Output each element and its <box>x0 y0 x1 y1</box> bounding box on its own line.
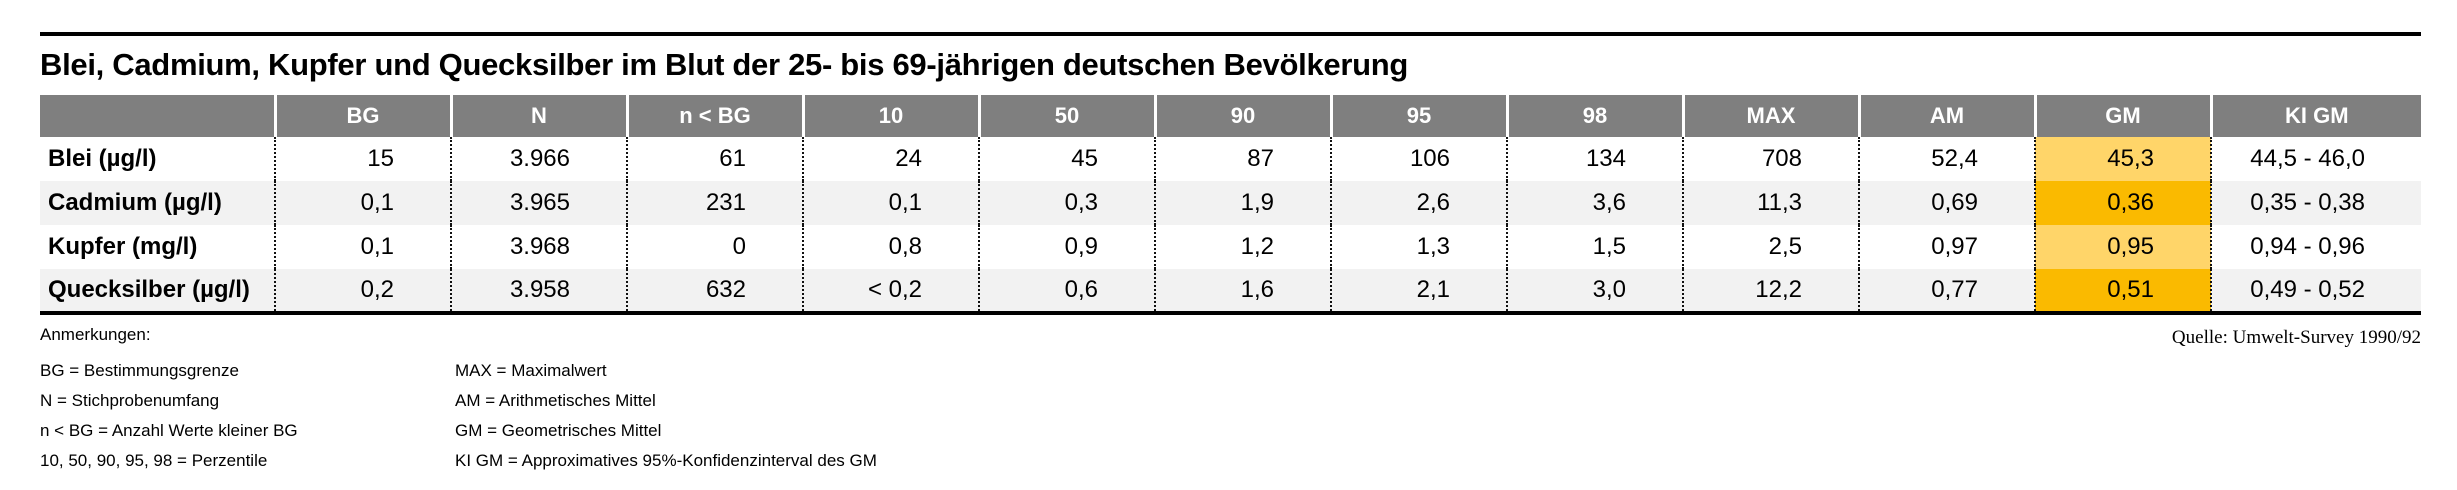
table-row: Blei (µg/l) 15 3.966 61 24 45 87 106 134 708 52,4 4… <box>40 137 2421 181</box>
column-header: 98 <box>1505 95 1683 137</box>
notes-heading: Anmerkungen: <box>40 325 151 344</box>
data-cell: 3.958 <box>450 269 627 313</box>
table-row: Cadmium (µg/l) 0,1 3.965 231 0,1 0,3 1,9 2,6 3,6… <box>40 181 2421 225</box>
note-item: N = Stichprobenumfang <box>40 391 220 410</box>
column-header: N <box>449 95 627 137</box>
data-cell: 0,94 - 0,96 <box>2210 225 2421 269</box>
column-header-row-label <box>40 95 275 137</box>
data-cell: 2,6 <box>1330 181 1507 225</box>
data-cell: 11,3 <box>1682 181 1859 225</box>
data-cell: 231 <box>626 181 803 225</box>
column-header: 90 <box>1153 95 1331 137</box>
column-header: AM <box>1857 95 2035 137</box>
gm-highlight-cell: 0,51 <box>2034 269 2211 313</box>
data-cell: 61 <box>626 137 803 181</box>
data-cell: 708 <box>1682 137 1859 181</box>
column-header: MAX <box>1681 95 1859 137</box>
row-label: Blei (µg/l) <box>48 145 157 172</box>
data-cell: 1,2 <box>1154 225 1331 269</box>
data-cell: 0,6 <box>978 269 1155 313</box>
data-cell: 3,6 <box>1506 181 1683 225</box>
data-cell: 0,2 <box>274 269 451 313</box>
data-cell: 0,97 <box>1858 225 2035 269</box>
data-cell: 0,1 <box>274 181 451 225</box>
data-cell: 24 <box>802 137 979 181</box>
note-item: MAX = Maximalwert <box>455 361 607 380</box>
data-cell: 1,3 <box>1330 225 1507 269</box>
data-cell: 0,49 - 0,52 <box>2210 269 2421 313</box>
note-item: 10, 50, 90, 95, 98 = Perzentile <box>40 451 268 470</box>
data-cell: 3.968 <box>450 225 627 269</box>
note-item: BG = Bestimmungsgrenze <box>40 361 239 380</box>
note-item: KI GM = Approximatives 95%-Konfidenzinte… <box>455 451 877 470</box>
data-cell: 0,1 <box>274 225 451 269</box>
data-cell: 0 <box>626 225 803 269</box>
data-cell: 15 <box>274 137 451 181</box>
column-header: KI GM <box>2209 95 2421 137</box>
gm-highlight-cell: 0,36 <box>2034 181 2211 225</box>
data-cell: 106 <box>1330 137 1507 181</box>
source-credit: Quelle: Umwelt-Survey 1990/92 <box>2171 327 2421 348</box>
data-cell: 0,69 <box>1858 181 2035 225</box>
data-cell: 3.965 <box>450 181 627 225</box>
data-cell: 52,4 <box>1858 137 2035 181</box>
data-cell: 2,5 <box>1682 225 1859 269</box>
gm-highlight-cell: 0,95 <box>2034 225 2211 269</box>
data-cell: 44,5 - 46,0 <box>2210 137 2421 181</box>
column-header: 50 <box>977 95 1155 137</box>
data-cell: 134 <box>1506 137 1683 181</box>
column-header: 10 <box>801 95 979 137</box>
data-cell: 0,1 <box>802 181 979 225</box>
data-cell: 3,0 <box>1506 269 1683 313</box>
row-label: Cadmium (µg/l) <box>48 189 222 216</box>
data-cell: 0,3 <box>978 181 1155 225</box>
gm-highlight-cell: 45,3 <box>2034 137 2211 181</box>
data-cell: 0,77 <box>1858 269 2035 313</box>
data-cell: 2,1 <box>1330 269 1507 313</box>
data-cell: 3.966 <box>450 137 627 181</box>
row-label: Kupfer (mg/l) <box>48 233 198 260</box>
data-cell: 45 <box>978 137 1155 181</box>
data-cell: 12,2 <box>1682 269 1859 313</box>
column-header: BG <box>273 95 451 137</box>
data-cell: 1,5 <box>1506 225 1683 269</box>
data-cell: 1,9 <box>1154 181 1331 225</box>
note-item: n < BG = Anzahl Werte kleiner BG <box>40 421 298 440</box>
data-cell: 87 <box>1154 137 1331 181</box>
data-cell: 0,35 - 0,38 <box>2210 181 2421 225</box>
data-cell: 0,9 <box>978 225 1155 269</box>
data-cell: 1,6 <box>1154 269 1331 313</box>
column-header: n < BG <box>625 95 803 137</box>
page-title: Blei, Cadmium, Kupfer und Quecksilber im… <box>40 47 1409 82</box>
notes-list: BG = Bestimmungsgrenze MAX = Maximalwert N… <box>40 351 1240 471</box>
data-cell: < 0,2 <box>802 269 979 313</box>
note-item: AM = Arithmetisches Mittel <box>455 391 656 410</box>
column-header: GM <box>2033 95 2211 137</box>
table-footer: Anmerkungen: BG = Bestimmungsgrenze MAX =… <box>40 325 2421 471</box>
figure: Blei, Cadmium, Kupfer und Quecksilber im… <box>40 0 2421 471</box>
table-row: Quecksilber (µg/l) 0,2 3.958 632 < 0,2 0,6 1,6… <box>40 269 2421 313</box>
table-body: Blei (µg/l) 15 3.966 61 24 45 87 106 134 708 52,4 4… <box>40 137 2421 313</box>
table-row: Kupfer (mg/l) 0,1 3.968 0 0,8 0,9 1,2 1,3 1,5 2,5… <box>40 225 2421 269</box>
data-cell: 0,8 <box>802 225 979 269</box>
top-divider <box>40 32 2421 36</box>
column-header: 95 <box>1329 95 1507 137</box>
row-label: Quecksilber (µg/l) <box>48 276 250 303</box>
note-item: GM = Geometrisches Mittel <box>455 421 662 440</box>
data-cell: 632 <box>626 269 803 313</box>
